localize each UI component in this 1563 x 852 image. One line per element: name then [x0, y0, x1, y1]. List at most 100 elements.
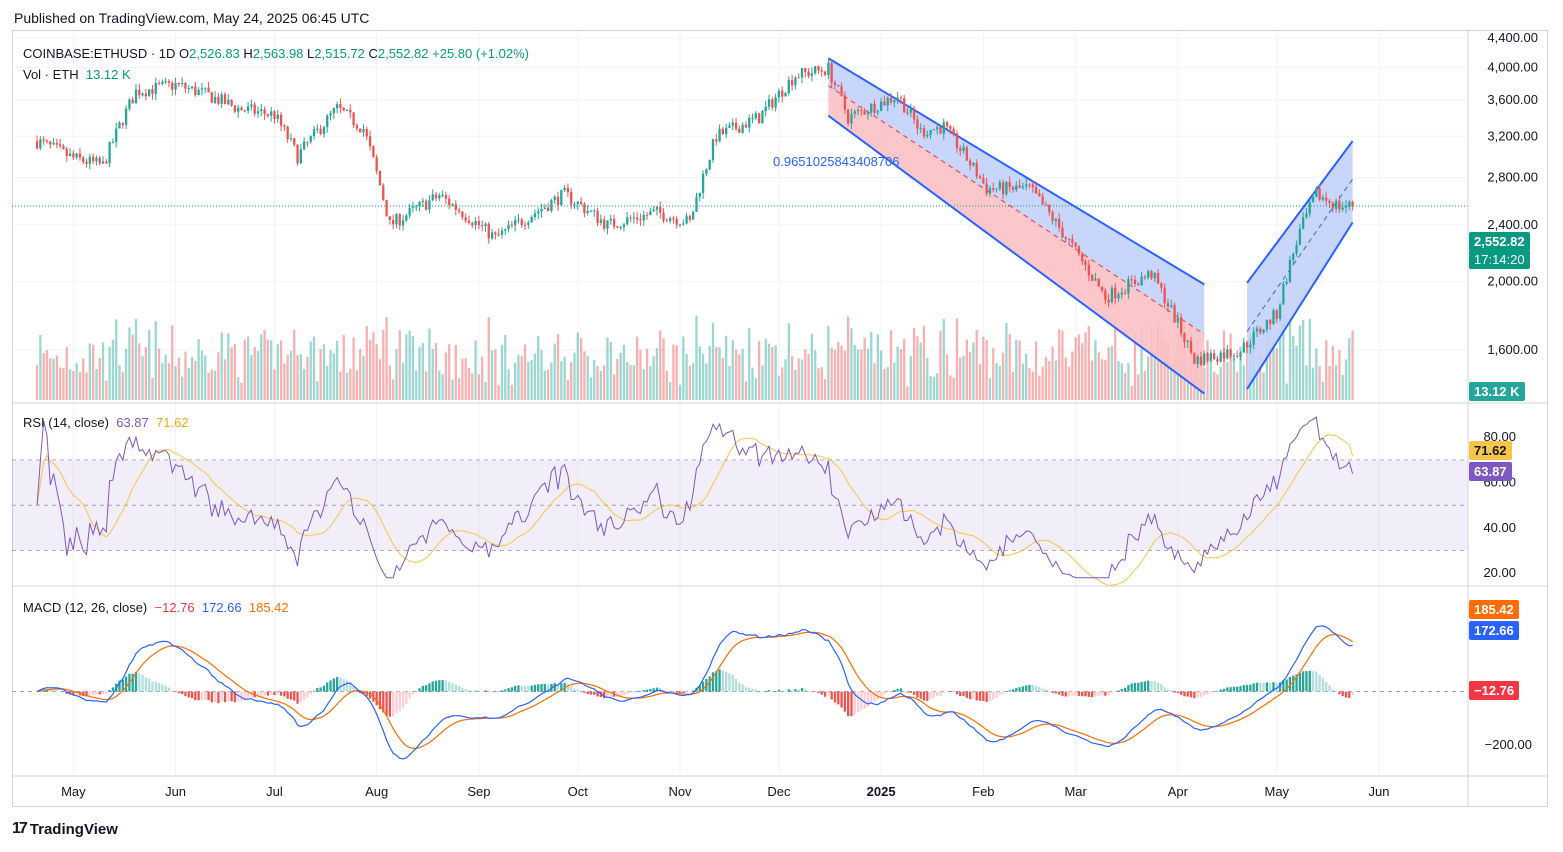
macd-histogram-bar — [761, 691, 764, 693]
volume-bar — [68, 369, 72, 400]
candle-body — [985, 183, 988, 194]
candle-body — [362, 129, 365, 133]
candle-body — [108, 142, 111, 164]
volume-bar — [115, 319, 118, 400]
macd-histogram-bar — [1282, 680, 1285, 692]
candle-body — [926, 134, 929, 137]
candle-body — [401, 220, 405, 226]
candle-body — [843, 95, 847, 110]
candle-body — [223, 94, 227, 105]
volume-bar — [1110, 345, 1114, 400]
volume-bar — [804, 349, 807, 400]
macd-histogram-bar — [546, 684, 550, 692]
macd-histogram-bar — [936, 691, 939, 697]
macd-histogram-bar — [388, 691, 392, 717]
volume-bar — [830, 347, 833, 400]
macd-label[interactable]: MACD (12, 26, close) — [23, 600, 148, 615]
macd-histogram-bar — [823, 691, 827, 697]
macd-histogram-bar — [995, 691, 998, 698]
candle-body — [774, 97, 777, 108]
volume-bar — [385, 317, 388, 400]
candle-body — [302, 141, 306, 150]
volume-bar — [814, 350, 817, 400]
macd-histogram-bar — [992, 691, 995, 700]
volume-bar — [266, 339, 270, 400]
macd-histogram-bar — [982, 691, 985, 702]
macd-histogram-bar — [1252, 683, 1255, 692]
volume-bar — [289, 351, 293, 400]
volume-bar — [421, 343, 424, 400]
volume-bar — [1001, 352, 1005, 400]
candle-body — [434, 194, 438, 199]
volume-bar — [398, 330, 401, 400]
volume-bar — [903, 338, 906, 400]
volume-bar — [718, 347, 721, 400]
volume-bar — [375, 344, 378, 400]
price-tick-label: 1,600.00 — [1487, 342, 1538, 357]
macd-histogram-bar — [95, 691, 98, 695]
candle-body — [748, 118, 751, 128]
chart-frame[interactable] — [12, 30, 1548, 807]
candle-body — [1298, 228, 1302, 245]
volume-bar — [1104, 359, 1107, 400]
volume-bar — [490, 350, 494, 400]
candle-body — [1123, 292, 1127, 294]
macd-histogram-bar — [1255, 682, 1259, 692]
price-tick-label: 4,400.00 — [1487, 30, 1538, 45]
candle-body — [688, 216, 692, 220]
volume-bar — [263, 330, 266, 400]
candle-body — [322, 127, 326, 134]
candle-body — [1163, 287, 1166, 304]
macd-histogram-bar — [1160, 684, 1163, 692]
candle-body — [715, 139, 718, 142]
volume-bar — [1051, 346, 1054, 400]
volume-bar — [952, 377, 955, 400]
macd-histogram-bar — [847, 691, 850, 717]
candle-body — [830, 63, 833, 83]
candle-body — [886, 97, 889, 106]
candle-body — [959, 148, 962, 151]
candle-body — [955, 133, 959, 149]
macd-histogram-bar — [889, 691, 893, 692]
volume-bar — [418, 346, 421, 400]
macd-histogram-bar — [972, 691, 975, 700]
volume-bar — [85, 372, 88, 400]
volume-bar — [448, 344, 451, 400]
volume-bar — [896, 346, 899, 400]
macd-histogram-bar — [35, 691, 39, 693]
volume-bar — [909, 355, 912, 400]
volume-label[interactable]: Vol · ETH — [23, 67, 79, 82]
rsi-label[interactable]: RSI (14, close) — [23, 415, 109, 430]
macd-histogram-bar — [929, 691, 932, 700]
macd-histogram-bar — [1272, 682, 1275, 692]
macd-histogram-bar — [352, 686, 355, 692]
candle-body — [1147, 271, 1150, 278]
volume-bar — [171, 325, 174, 400]
macd-histogram-bar — [299, 691, 302, 703]
volume-bar — [738, 354, 741, 400]
volume-bar — [1236, 371, 1239, 400]
candle-body — [596, 210, 599, 223]
candle-body — [639, 219, 642, 221]
volume-bar — [820, 367, 823, 400]
macd-histogram-bar — [197, 691, 200, 701]
candle-body — [781, 90, 784, 97]
candle-body — [543, 207, 546, 209]
macd-histogram-bar — [1140, 681, 1143, 692]
macd-histogram-bar — [55, 690, 59, 692]
macd-histogram-bar — [500, 690, 504, 692]
macd-histogram-bar — [65, 691, 68, 694]
tradingview-logo[interactable]: 17 TradingView — [12, 820, 118, 838]
macd-histogram-bar — [1147, 680, 1150, 692]
macd-histogram-bar — [863, 691, 866, 709]
volume-bar — [988, 378, 992, 400]
volume-bar — [675, 345, 678, 400]
macd-histogram-bar — [1216, 690, 1219, 692]
volume-bar — [652, 356, 655, 400]
volume-bar — [1269, 335, 1272, 400]
volume-bar — [1031, 371, 1034, 400]
symbol-label[interactable]: COINBASE:ETHUSD · 1D — [23, 46, 176, 61]
volume-bar — [101, 342, 105, 400]
macd-histogram-bar — [744, 687, 748, 692]
